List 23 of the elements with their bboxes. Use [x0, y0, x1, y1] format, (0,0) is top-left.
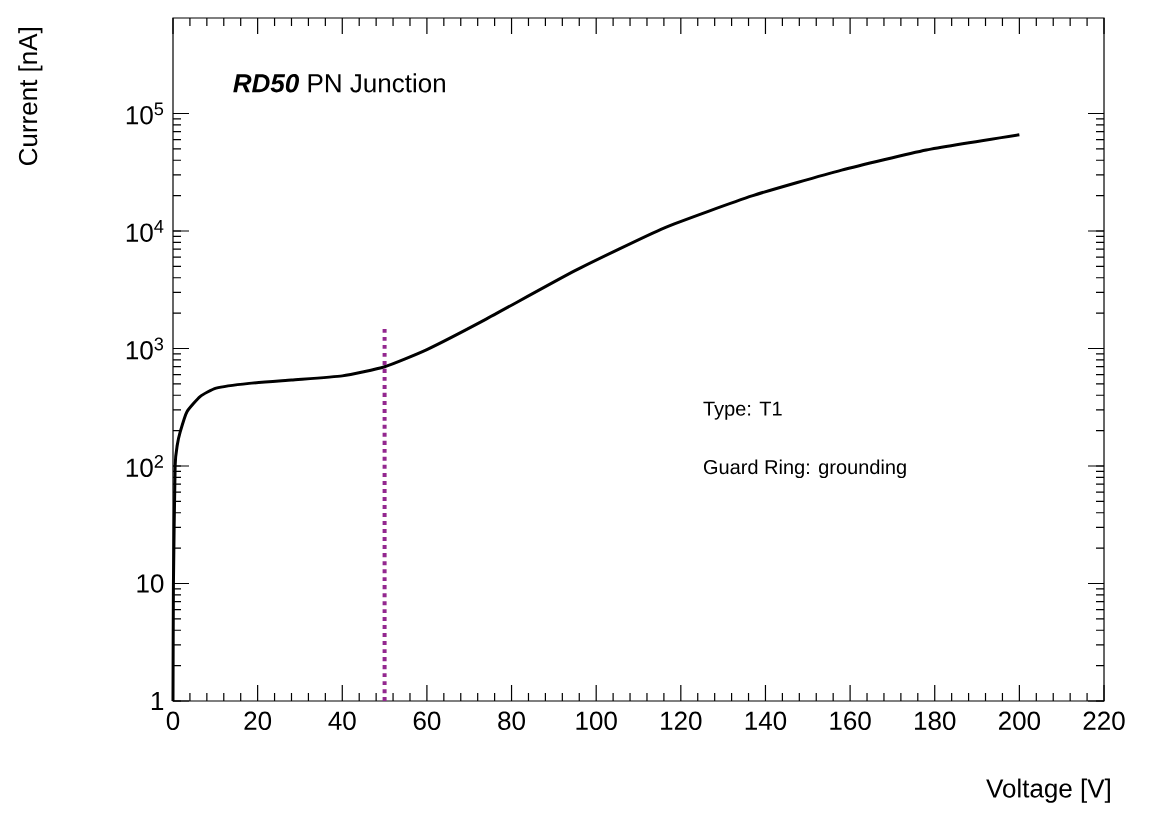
x-tick-label: 60	[413, 711, 441, 730]
y-tick-label: 10$^{4}$	[126, 220, 164, 242]
x-tick-label: 200	[998, 711, 1041, 730]
x-tick-label: 40	[328, 711, 356, 730]
x-tick-label: 20	[244, 711, 272, 730]
y-tick-label: 10	[137, 574, 164, 593]
x-tick-label: 140	[745, 711, 787, 730]
annotation: Guard Ring: grounding	[703, 459, 906, 479]
x-tick-label: 120	[661, 711, 702, 730]
y-axis-title: Current [nA]	[18, 28, 43, 166]
y-tick-label: 1	[151, 692, 164, 710]
y-tick-label: 10$^{5}$	[126, 102, 164, 125]
x-tick-label: 100	[576, 711, 617, 730]
x-tick-label: 160	[830, 711, 871, 730]
y-tick-label: 10$^{3}$	[126, 337, 164, 360]
x-tick-label: 0	[166, 711, 180, 730]
x-tick-label: 80	[498, 711, 525, 730]
text: RD50 PN Junction	[233, 73, 445, 93]
annotation: Type: T1	[703, 401, 782, 420]
x-tick-label: 220	[1083, 711, 1125, 730]
x-axis-title: Voltage [V]	[986, 778, 1110, 803]
x-tick-label: 180	[915, 711, 956, 730]
y-tick-label: 10$^{2}$	[126, 455, 163, 477]
